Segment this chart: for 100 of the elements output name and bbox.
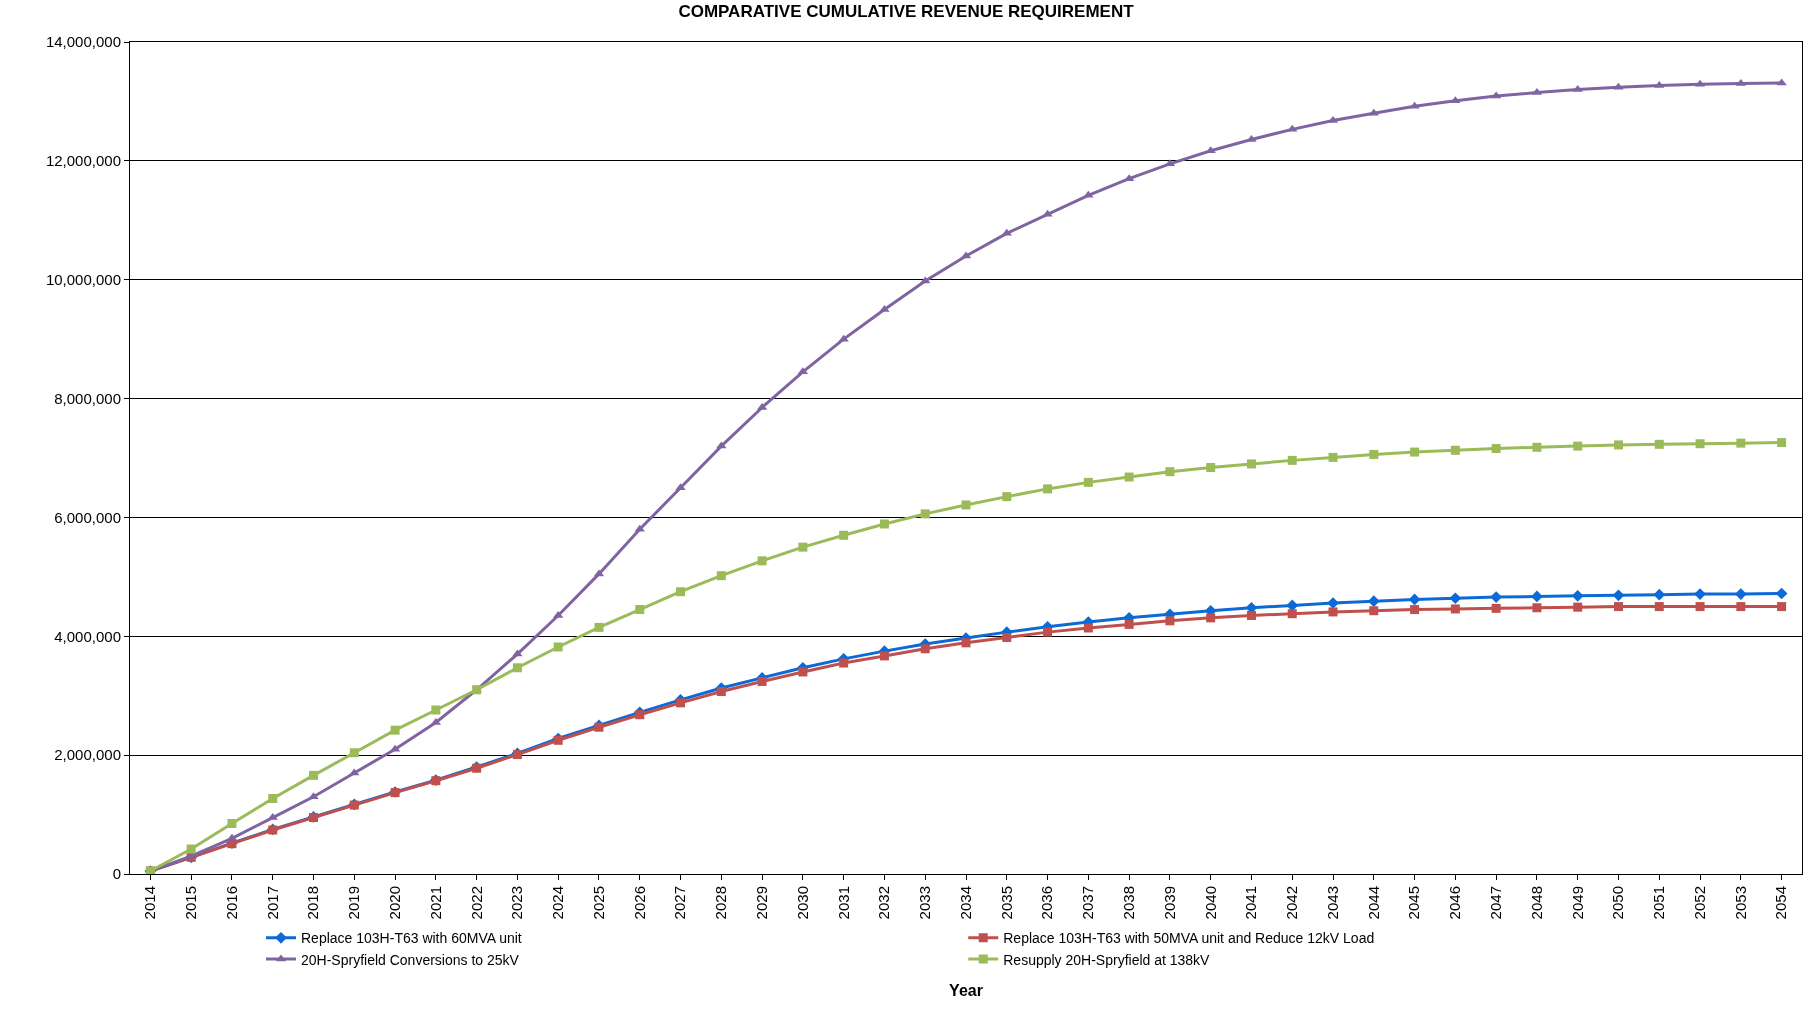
point bbox=[227, 818, 237, 828]
y-tick-label: 8,000,000 bbox=[54, 389, 121, 407]
point bbox=[1369, 449, 1379, 459]
point bbox=[1002, 492, 1012, 502]
point bbox=[431, 705, 441, 715]
x-tick-label: 2042 bbox=[1283, 886, 1301, 920]
point bbox=[1083, 623, 1093, 633]
x-tick-label: 2022 bbox=[467, 886, 485, 920]
x-tick-label: 2040 bbox=[1201, 886, 1219, 920]
point bbox=[349, 748, 359, 758]
point bbox=[553, 610, 564, 618]
point bbox=[1573, 602, 1583, 612]
x-tick-label: 2045 bbox=[1405, 886, 1423, 920]
point bbox=[1083, 190, 1094, 198]
point bbox=[553, 642, 563, 652]
y-tick-label: 14,000,000 bbox=[45, 33, 121, 51]
y-tick-label: 10,000,000 bbox=[45, 270, 121, 288]
point bbox=[1695, 602, 1705, 612]
point bbox=[1573, 441, 1583, 451]
y-tick-label: 6,000,000 bbox=[54, 508, 121, 526]
point bbox=[1450, 445, 1460, 455]
point bbox=[1613, 602, 1623, 612]
x-tick-label: 2027 bbox=[671, 886, 689, 920]
chart-title: COMPARATIVE CUMULATIVE REVENUE REQUIREMENT bbox=[678, 2, 1135, 22]
x-tick-label: 2028 bbox=[712, 886, 730, 920]
x-tick-label: 2016 bbox=[222, 886, 240, 920]
point bbox=[1410, 447, 1420, 457]
point bbox=[1777, 602, 1787, 612]
point bbox=[635, 605, 645, 615]
point bbox=[1491, 443, 1501, 453]
point bbox=[716, 687, 726, 697]
point bbox=[1449, 592, 1462, 605]
point bbox=[512, 663, 522, 673]
point bbox=[1450, 604, 1460, 614]
x-tick-label: 2014 bbox=[141, 886, 159, 920]
point bbox=[390, 725, 400, 735]
legend-label: Replace 103H-T63 with 60MVA unit bbox=[301, 930, 522, 947]
point bbox=[1613, 440, 1623, 450]
point bbox=[1490, 591, 1502, 603]
x-tick-label: 2031 bbox=[834, 886, 852, 920]
point bbox=[1002, 632, 1012, 642]
legend-label: Resupply 20H-Spryfield at 138kV bbox=[1003, 951, 1211, 968]
point bbox=[1571, 590, 1584, 602]
x-tick-label: 2032 bbox=[875, 886, 893, 920]
point bbox=[920, 509, 930, 519]
point bbox=[961, 638, 971, 648]
point bbox=[920, 276, 931, 284]
x-tick-label: 2043 bbox=[1323, 886, 1341, 920]
point bbox=[1532, 603, 1542, 613]
point bbox=[1206, 613, 1216, 623]
point bbox=[1083, 477, 1093, 487]
point bbox=[879, 519, 889, 529]
point bbox=[1410, 605, 1420, 615]
point bbox=[1532, 442, 1542, 452]
point bbox=[1654, 602, 1664, 612]
point bbox=[1001, 228, 1012, 236]
point bbox=[268, 794, 278, 804]
x-tick-label: 2051 bbox=[1650, 886, 1668, 920]
point bbox=[879, 651, 889, 661]
point bbox=[1165, 467, 1175, 477]
point bbox=[1246, 459, 1256, 469]
point bbox=[1450, 96, 1461, 104]
x-tick-label: 2048 bbox=[1527, 886, 1545, 920]
y-tick-label: 12,000,000 bbox=[45, 152, 121, 170]
point bbox=[1369, 606, 1379, 616]
point bbox=[1287, 124, 1298, 132]
legend-label: 20H-Spryfield Conversions to 25kV bbox=[301, 951, 520, 968]
point bbox=[1368, 108, 1379, 116]
point bbox=[1328, 607, 1338, 617]
x-tick-label: 2026 bbox=[630, 886, 648, 920]
y-tick-label: 4,000,000 bbox=[54, 627, 121, 645]
point bbox=[1695, 439, 1705, 449]
point bbox=[1777, 438, 1787, 448]
point bbox=[1043, 484, 1053, 494]
x-tick-label: 2036 bbox=[1038, 886, 1056, 920]
point bbox=[1736, 438, 1746, 448]
point bbox=[186, 844, 196, 854]
x-tick-label: 2041 bbox=[1242, 886, 1260, 920]
point bbox=[1328, 452, 1338, 462]
point bbox=[1612, 589, 1625, 602]
x-axis-title: Year bbox=[949, 982, 983, 1000]
x-tick-label: 2050 bbox=[1609, 886, 1627, 920]
point bbox=[1654, 439, 1664, 449]
y-tick-label: 2,000,000 bbox=[54, 746, 121, 764]
x-tick-label: 2039 bbox=[1160, 886, 1178, 920]
x-tick-label: 2034 bbox=[956, 886, 974, 920]
point bbox=[1043, 627, 1053, 637]
point bbox=[1736, 602, 1746, 612]
point bbox=[676, 587, 686, 597]
x-tick-label: 2023 bbox=[508, 886, 526, 920]
x-tick-label: 2019 bbox=[345, 886, 363, 920]
x-tick-label: 2052 bbox=[1690, 886, 1708, 920]
point bbox=[1408, 593, 1421, 606]
point bbox=[757, 676, 767, 686]
x-tick-label: 2021 bbox=[426, 886, 444, 920]
point bbox=[1531, 590, 1543, 603]
point bbox=[920, 644, 930, 654]
point bbox=[798, 667, 808, 677]
point bbox=[839, 530, 849, 540]
x-tick-label: 2044 bbox=[1364, 886, 1382, 920]
